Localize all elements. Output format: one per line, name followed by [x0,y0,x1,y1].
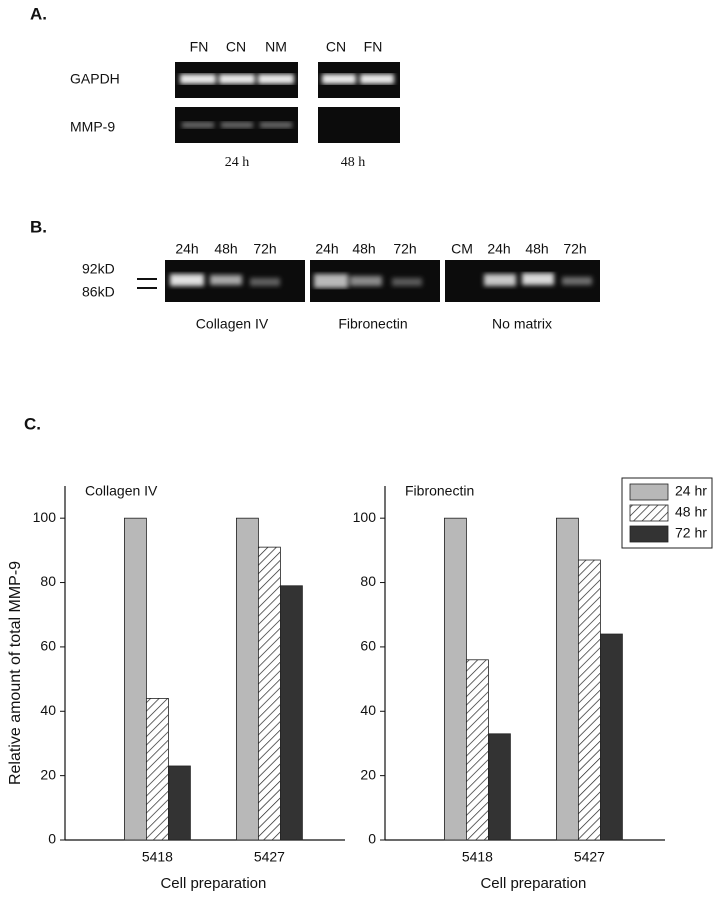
legend-label: 72 hr [675,525,707,541]
x-tick-label: 5427 [254,849,285,865]
lane-label: 72h [253,241,276,257]
y-tick-label: 20 [40,766,56,782]
bar [124,517,147,841]
lane-label: FN [190,39,209,55]
bar [600,633,623,841]
gel [165,260,600,302]
legend-swatch [629,525,669,543]
group-label: Collagen IV [196,316,269,332]
row-label: GAPDH [70,71,120,87]
legend-label: 48 hr [675,504,707,520]
row-label: MMP-9 [70,119,115,135]
lane-label: CM [451,241,473,257]
lane-label: 48h [214,241,237,257]
lane-label: NM [265,39,287,55]
y-tick-label: 100 [33,509,57,525]
bar [257,546,281,841]
chart-title: Collagen IV [85,483,158,499]
lane-label: 24h [487,241,510,257]
y-tick-label: 0 [48,831,56,847]
x-axis-label: Cell preparation [480,875,586,892]
legend-swatch [629,504,669,522]
lane-label: CN [326,39,346,55]
time-label: 24 h [225,155,250,170]
y-tick-label: 60 [40,638,56,654]
y-tick-label: 80 [40,573,56,589]
panel-label: A. [30,4,47,23]
y-tick-label: 100 [353,509,377,525]
y-tick-label: 40 [360,702,376,718]
bar [578,559,601,841]
lane-label: 72h [563,241,586,257]
lane-label: FN [364,39,383,55]
lane-label: 24h [175,241,198,257]
x-tick-label: 5427 [574,849,605,865]
bar [167,765,191,841]
lane-label: 48h [352,241,375,257]
y-axis-label: Relative amount of total MMP-9 [7,561,24,785]
y-tick-label: 40 [40,702,56,718]
bar [556,517,579,841]
y-tick-label: 60 [360,638,376,654]
marker-label: 86kD [82,284,115,300]
panel-label: C. [24,414,41,433]
group-label: Fibronectin [338,316,407,332]
marker-label: 92kD [82,261,115,277]
bar [487,733,511,841]
lane-label: CN [226,39,246,55]
bar [145,698,169,841]
x-tick-label: 5418 [142,849,173,865]
panel-label: B. [30,217,47,236]
legend-swatch [629,483,669,501]
lane-label: 24h [315,241,338,257]
bar [465,659,489,841]
lane-label: 72h [393,241,416,257]
bar [235,517,259,841]
lane-label: 48h [525,241,548,257]
x-axis-label: Cell preparation [160,875,266,892]
bar [279,585,303,841]
legend-label: 24 hr [675,483,707,499]
chart-title: Fibronectin [405,483,474,499]
gel [175,62,400,143]
y-tick-label: 0 [368,831,376,847]
bar [443,517,467,841]
y-tick-label: 20 [360,766,376,782]
y-tick-label: 80 [360,573,376,589]
x-tick-label: 5418 [462,849,493,865]
group-label: No matrix [492,316,552,332]
time-label: 48 h [341,155,366,170]
